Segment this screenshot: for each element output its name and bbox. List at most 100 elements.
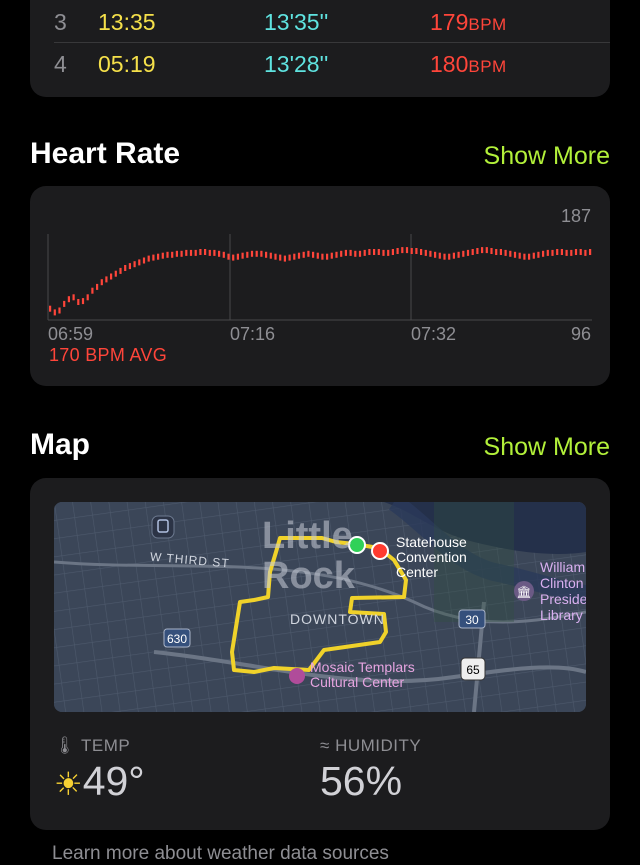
heart-rate-point [58, 307, 61, 314]
heart-rate-point [570, 249, 573, 256]
heart-rate-point [63, 300, 66, 307]
heart-rate-point [457, 251, 460, 258]
route-map[interactable]: 🏛 630 30 65 Little Rock W THIRD ST DOWNT… [54, 502, 586, 712]
heart-rate-point [335, 251, 338, 258]
heart-rate-point [114, 270, 117, 277]
split-heart-rate: 180BPM [430, 51, 507, 77]
museum-icon[interactable] [289, 668, 305, 684]
heart-rate-point [476, 248, 479, 254]
heart-rate-card[interactable]: 187 96 06:59 07:16 07:32 170 BPM AVG [30, 186, 610, 386]
splits-card: 3 13:35 13'35'' 179BPM 4 05:19 13'28'' 1… [30, 0, 610, 97]
split-time: 05:19 [98, 51, 156, 77]
heart-rate-point [218, 250, 221, 257]
heart-rate-point [415, 248, 418, 254]
heart-rate-title: Heart Rate [30, 137, 181, 170]
heart-rate-point [232, 254, 235, 261]
heart-rate-point [67, 296, 70, 303]
thermometer-icon: 🌡 [54, 736, 77, 755]
heart-rate-point [255, 250, 258, 257]
split-index: 4 [54, 51, 67, 77]
x-tick-label: 07:32 [411, 324, 456, 344]
humidity-label-group: ≈ HUMIDITY [320, 736, 421, 756]
heart-rate-point [532, 252, 535, 259]
heart-rate-point [208, 249, 211, 256]
heart-rate-point [180, 250, 183, 257]
river-shape [388, 502, 586, 603]
heart-rate-point [265, 251, 268, 258]
heart-rate-point [410, 248, 413, 254]
heart-rate-point [481, 247, 484, 254]
route-start-marker [348, 536, 366, 554]
heart-rate-point [77, 299, 80, 305]
heart-rate-point [72, 294, 75, 301]
heart-rate-point [81, 298, 85, 305]
humidity-value: 56% [320, 758, 403, 804]
heart-rate-point [565, 249, 568, 256]
heart-rate-point [490, 248, 493, 254]
heart-rate-point [142, 257, 146, 264]
heart-rate-point [96, 283, 99, 290]
heart-rate-point [448, 253, 451, 260]
heart-rate-point [316, 252, 319, 259]
heart-rate-point [485, 247, 488, 254]
heart-rate-point [147, 255, 150, 262]
heart-rate-point [363, 249, 366, 256]
heart-rate-point [321, 253, 324, 260]
heart-rate-point [166, 251, 169, 258]
heart-rate-point [307, 250, 310, 257]
highway-shield-30 [458, 609, 486, 629]
heart-rate-point [157, 253, 160, 260]
heart-rate-point [443, 253, 446, 260]
heart-rate-point [452, 252, 455, 259]
heart-rate-point [509, 250, 512, 257]
map-card[interactable]: 🏛 630 30 65 Little Rock W THIRD ST DOWNT… [30, 478, 610, 830]
heart-rate-point [124, 265, 127, 271]
map-label-downtown: DOWNTOWN [290, 611, 385, 627]
heart-rate-point [551, 249, 554, 256]
sun-icon: ☀ [54, 766, 83, 802]
heart-rate-point [471, 249, 474, 255]
heart-rate-point [405, 247, 409, 254]
library-icon[interactable] [514, 581, 534, 601]
weather-sources-link[interactable]: Learn more about weather data sources [52, 843, 389, 864]
heart-rate-point [499, 249, 502, 255]
heart-rate-point [194, 249, 197, 256]
park-area [434, 502, 514, 622]
heart-rate-point [429, 250, 432, 257]
heart-rate-point [466, 249, 470, 256]
heart-rate-point [297, 252, 301, 259]
heart-rate-point [340, 250, 343, 257]
heart-rate-point [495, 249, 498, 255]
heart-rate-point [152, 254, 155, 261]
split-index: 3 [54, 9, 67, 35]
heart-rate-point [574, 249, 578, 255]
heart-rate-point [344, 249, 347, 256]
heart-rate-point [326, 253, 329, 260]
heart-rate-point [556, 249, 559, 255]
heart-rate-point [105, 276, 108, 283]
heart-rate-point [171, 251, 174, 258]
heart-rate-point [560, 249, 563, 255]
humidity-icon: ≈ [320, 736, 330, 755]
heart-rate-point [546, 249, 549, 256]
temp-label-group: 🌡 TEMP [54, 736, 130, 756]
heart-rate-point [222, 251, 225, 258]
heart-rate-point [246, 251, 249, 258]
map-show-more-button[interactable]: Show More [483, 433, 610, 461]
heart-rate-point [424, 249, 427, 256]
heart-rate-point [537, 251, 540, 258]
heart-rate-point [279, 254, 282, 261]
heart-rate-point [269, 252, 272, 259]
heart-rate-point [274, 253, 277, 260]
heart-rate-point [241, 252, 244, 259]
heart-rate-point [227, 253, 230, 260]
route-end-marker [371, 542, 389, 560]
heart-rate-show-more-button[interactable]: Show More [483, 142, 610, 170]
library-icon-glyph: 🏛 [516, 585, 531, 599]
heart-rate-point [302, 251, 305, 258]
road-line [54, 560, 586, 624]
heart-rate-point [189, 249, 193, 256]
heart-rate-point [49, 305, 52, 312]
heart-rate-point [133, 261, 136, 268]
y-max-label: 187 [561, 206, 591, 226]
